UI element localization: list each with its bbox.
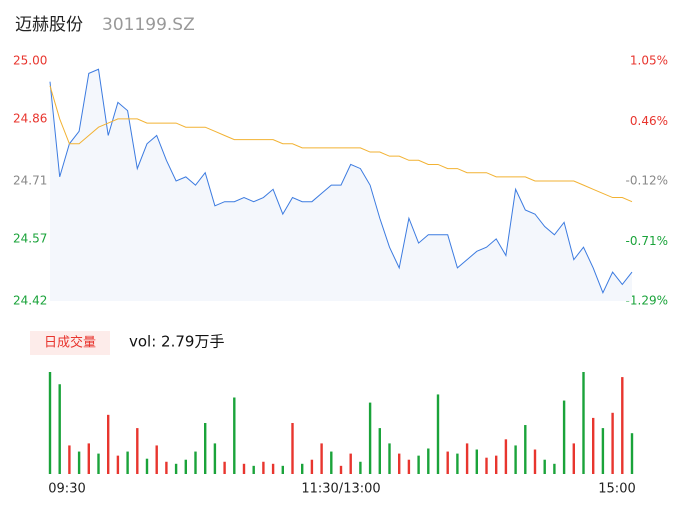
volume-bar — [601, 428, 605, 474]
volume-text: vol: 2.79万手 — [129, 333, 224, 351]
x-tick-label: 15:00 — [598, 482, 635, 497]
volume-bar — [233, 397, 236, 474]
volume-bar — [485, 457, 488, 474]
volume-bar — [68, 445, 71, 474]
volume-bar — [174, 463, 178, 474]
volume-bar — [281, 465, 284, 474]
volume-bar — [553, 463, 556, 474]
volume-bar — [475, 449, 478, 474]
average-line — [49, 85, 633, 203]
y-tick-label: 25.00 — [13, 54, 47, 68]
volume-bar — [417, 455, 420, 474]
volume-bar — [582, 372, 585, 474]
y2-tick-label: -0.71% — [626, 234, 668, 248]
volume-bar — [368, 402, 372, 474]
volume-bar — [165, 461, 168, 474]
y-tick-label: 24.42 — [13, 294, 47, 308]
volume-bar — [359, 461, 362, 474]
volume-bar — [630, 433, 634, 474]
volume-bar — [145, 458, 149, 474]
volume-tag-bg — [30, 331, 110, 355]
volume-bar — [301, 463, 304, 474]
volume-bar — [349, 453, 352, 474]
y-tick-label: 24.57 — [13, 231, 47, 245]
volume-bar — [533, 449, 537, 474]
volume-bar — [194, 451, 197, 474]
volume-bar — [446, 451, 449, 474]
volume-bar — [107, 414, 110, 474]
y2-tick-label: 1.05% — [630, 54, 668, 68]
volume-tag: 日成交量 — [44, 335, 96, 351]
volume-bar — [291, 423, 294, 474]
y-tick-label: 24.71 — [13, 174, 47, 188]
price-line — [49, 68, 633, 294]
stock-code: 301199.SZ — [102, 15, 195, 35]
volume-bar — [398, 453, 401, 474]
volume-bar — [213, 443, 217, 474]
volume-bar — [242, 463, 246, 474]
volume-bar — [504, 439, 508, 474]
volume-bar — [339, 465, 343, 474]
volume-bar — [456, 453, 459, 474]
volume-bar — [388, 443, 391, 474]
volume-bar — [436, 394, 440, 474]
x-tick-label: 11:30/13:00 — [301, 482, 380, 497]
y2-tick-label: 0.46% — [630, 114, 668, 128]
volume-bar — [184, 459, 187, 474]
volume-bar — [223, 461, 226, 474]
volume-bar — [524, 425, 527, 474]
volume-bar — [155, 445, 158, 474]
volume-bar — [252, 465, 255, 474]
volume-bar — [465, 443, 469, 474]
volume-bar — [271, 463, 275, 474]
volume-bar — [495, 455, 498, 474]
volume-bar — [310, 459, 314, 474]
volume-bar — [330, 451, 333, 474]
stock-name: 迈赫股份 — [15, 15, 83, 35]
volume-bar — [407, 459, 411, 474]
y2-tick-label: -0.12% — [626, 174, 668, 188]
volume-bar — [116, 455, 120, 474]
volume-bar — [514, 445, 517, 474]
volume-bar — [97, 453, 100, 474]
volume-bar — [562, 400, 566, 474]
y-tick-label: 24.86 — [13, 111, 47, 125]
volume-bar — [592, 417, 595, 474]
volume-bar — [378, 428, 381, 474]
volume-bar — [621, 377, 624, 474]
x-tick-label: 09:30 — [48, 482, 85, 497]
volume-bar — [427, 448, 430, 474]
y2-tick-label: -1.29% — [626, 294, 668, 308]
volume-bar — [611, 412, 614, 474]
volume-bar — [77, 451, 81, 474]
volume-bar — [572, 443, 575, 474]
volume-bar — [320, 443, 323, 474]
volume-bar — [87, 443, 90, 474]
volume-bar — [262, 461, 265, 474]
volume-bar — [126, 451, 129, 474]
volume-bar — [543, 459, 546, 474]
volume-bar — [204, 423, 207, 474]
volume-bar — [136, 428, 139, 474]
volume-bar — [58, 384, 61, 474]
volume-bar — [48, 372, 52, 474]
